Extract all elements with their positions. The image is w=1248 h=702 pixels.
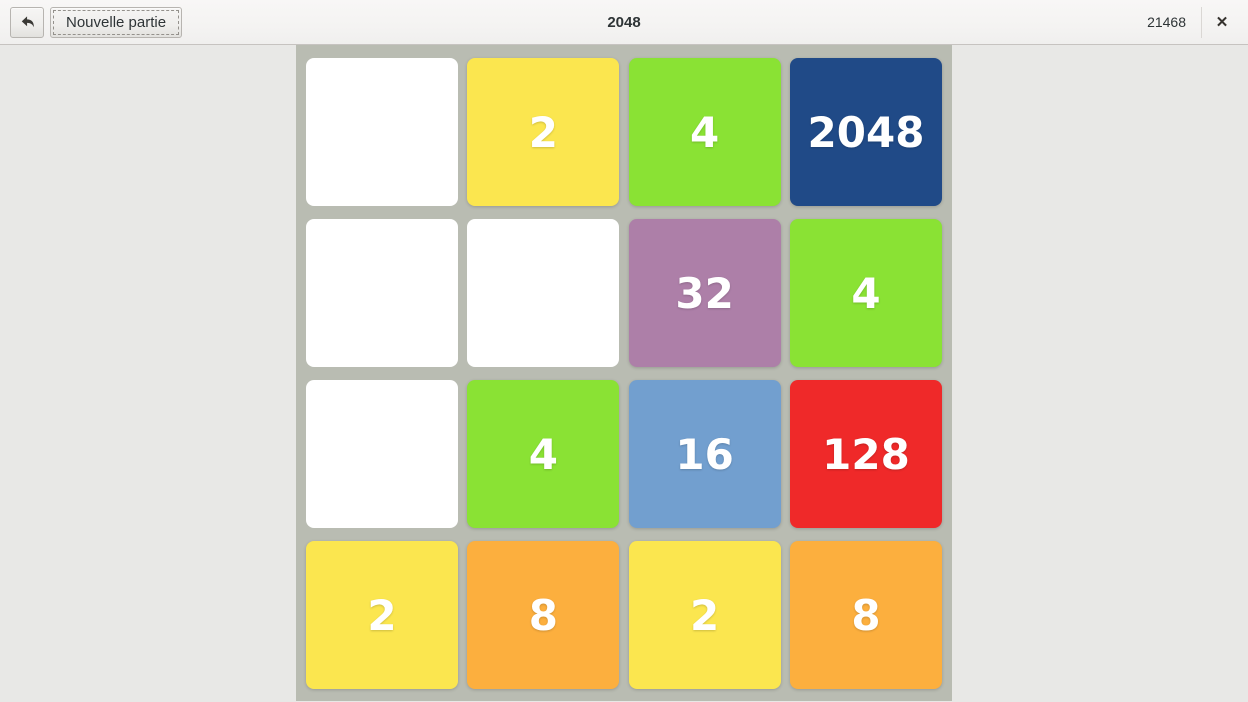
tile-8: 8 <box>789 541 942 689</box>
tile-4: 4 <box>789 219 942 367</box>
tile-2: 2 <box>467 58 620 206</box>
close-icon: ✕ <box>1215 14 1229 31</box>
tile-4: 4 <box>467 380 620 528</box>
window-title: 2048 <box>607 14 641 31</box>
empty-cell <box>467 219 620 367</box>
header-left-controls: Nouvelle partie <box>10 6 183 38</box>
undo-button[interactable] <box>10 6 44 38</box>
main-area: 2 4 2048 32 4 4 16 128 2 8 2 8 <box>0 45 1248 702</box>
tile-32: 32 <box>628 219 781 367</box>
undo-icon <box>21 15 34 27</box>
game-board[interactable]: 2 4 2048 32 4 4 16 128 2 8 2 8 <box>296 45 952 701</box>
header-separator <box>1201 6 1202 38</box>
tile-4: 4 <box>628 58 781 206</box>
score-value: 21468 <box>1147 14 1186 30</box>
new-game-button[interactable]: Nouvelle partie <box>50 6 183 38</box>
tile-16: 16 <box>628 380 781 528</box>
new-game-label: Nouvelle partie <box>66 13 167 31</box>
header-right-controls: 21468 ✕ <box>1147 0 1238 44</box>
header-bar: Nouvelle partie 2048 21468 ✕ <box>0 0 1248 45</box>
tile-128: 128 <box>789 380 942 528</box>
tile-2048: 2048 <box>789 58 942 206</box>
tile-2: 2 <box>306 541 458 689</box>
tile-2: 2 <box>628 541 781 689</box>
tile-8: 8 <box>467 541 620 689</box>
empty-cell <box>306 58 458 206</box>
close-button[interactable]: ✕ <box>1206 6 1238 38</box>
empty-cell <box>306 380 458 528</box>
empty-cell <box>306 219 458 367</box>
